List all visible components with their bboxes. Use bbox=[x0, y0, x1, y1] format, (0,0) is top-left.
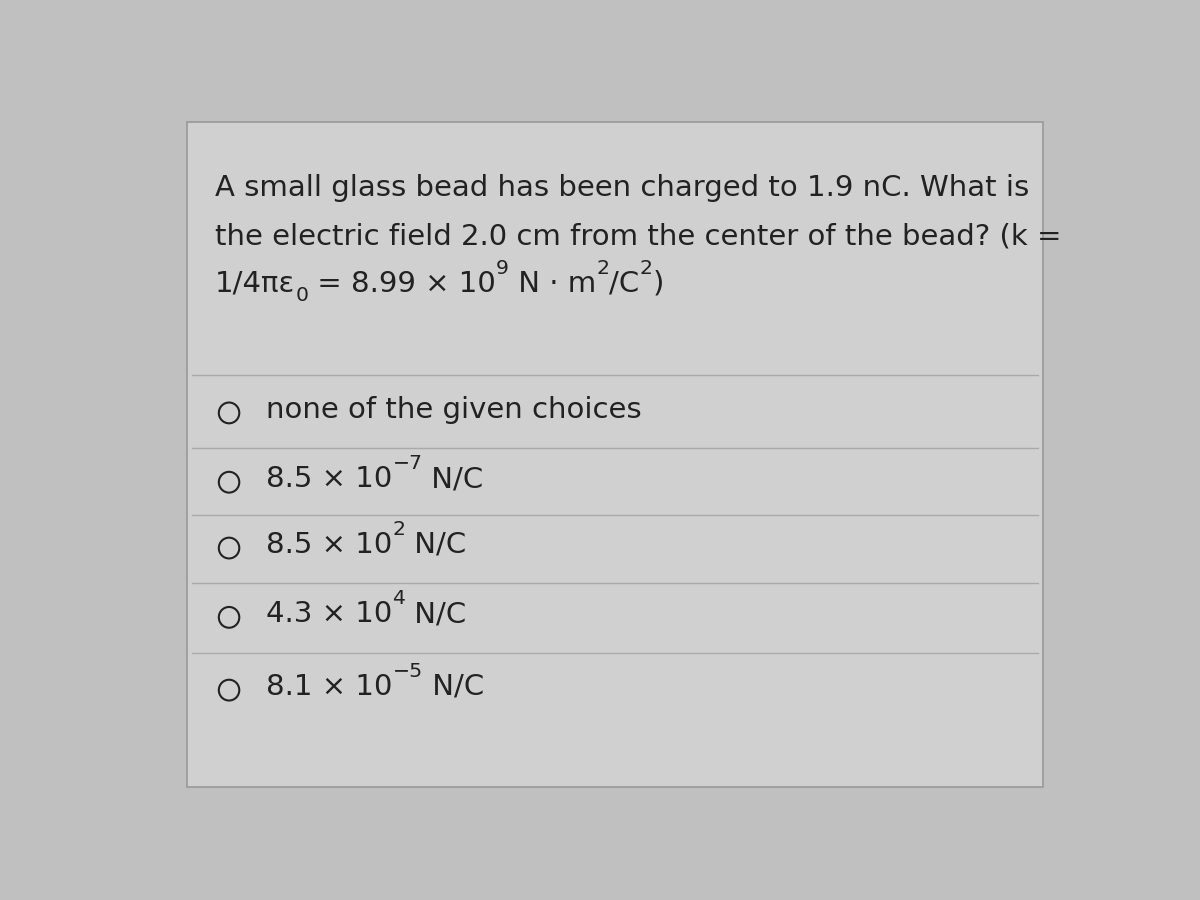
Text: the electric field 2.0 cm from the center of the bead? (k =: the electric field 2.0 cm from the cente… bbox=[215, 222, 1062, 250]
Text: 1/4πε: 1/4πε bbox=[215, 270, 295, 298]
Text: ): ) bbox=[653, 270, 664, 298]
Text: N/C: N/C bbox=[406, 531, 467, 559]
Text: N/C: N/C bbox=[422, 673, 484, 701]
Text: 8.5 × 10: 8.5 × 10 bbox=[266, 531, 392, 559]
Text: 4.3 × 10: 4.3 × 10 bbox=[266, 600, 392, 628]
Text: N · m: N · m bbox=[509, 270, 596, 298]
Text: 8.1 × 10: 8.1 × 10 bbox=[266, 673, 392, 701]
Text: N/C: N/C bbox=[422, 465, 484, 493]
Text: 8.5 × 10: 8.5 × 10 bbox=[266, 465, 392, 493]
Text: −5: −5 bbox=[392, 662, 422, 681]
FancyBboxPatch shape bbox=[187, 122, 1043, 788]
Text: = 8.99 × 10: = 8.99 × 10 bbox=[308, 270, 496, 298]
Text: 2: 2 bbox=[640, 258, 653, 277]
Text: −7: −7 bbox=[392, 454, 422, 473]
Text: N/C: N/C bbox=[406, 600, 467, 628]
Text: 4: 4 bbox=[392, 590, 406, 608]
Text: 9: 9 bbox=[496, 258, 509, 277]
Text: 2: 2 bbox=[392, 520, 406, 539]
Text: /C: /C bbox=[610, 270, 640, 298]
Text: A small glass bead has been charged to 1.9 nC. What is: A small glass bead has been charged to 1… bbox=[215, 174, 1030, 202]
Text: 2: 2 bbox=[596, 258, 610, 277]
Text: none of the given choices: none of the given choices bbox=[266, 396, 642, 424]
Text: 0: 0 bbox=[295, 286, 308, 305]
